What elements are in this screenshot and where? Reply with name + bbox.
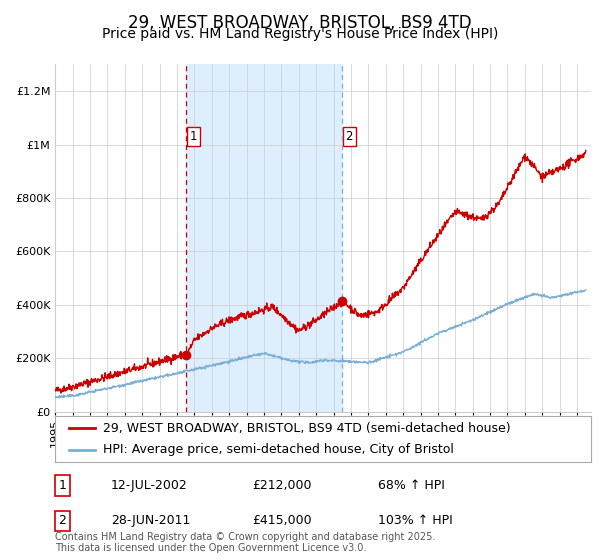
Text: 103% ↑ HPI: 103% ↑ HPI xyxy=(378,514,453,528)
Text: Price paid vs. HM Land Registry's House Price Index (HPI): Price paid vs. HM Land Registry's House … xyxy=(102,27,498,41)
Text: 29, WEST BROADWAY, BRISTOL, BS9 4TD: 29, WEST BROADWAY, BRISTOL, BS9 4TD xyxy=(128,14,472,32)
Text: 12-JUL-2002: 12-JUL-2002 xyxy=(111,479,188,492)
Text: Contains HM Land Registry data © Crown copyright and database right 2025.
This d: Contains HM Land Registry data © Crown c… xyxy=(55,531,436,553)
Text: HPI: Average price, semi-detached house, City of Bristol: HPI: Average price, semi-detached house,… xyxy=(103,443,454,456)
Text: 29, WEST BROADWAY, BRISTOL, BS9 4TD (semi-detached house): 29, WEST BROADWAY, BRISTOL, BS9 4TD (sem… xyxy=(103,422,511,435)
Text: 1: 1 xyxy=(190,130,197,143)
Text: £415,000: £415,000 xyxy=(252,514,311,528)
Text: 68% ↑ HPI: 68% ↑ HPI xyxy=(378,479,445,492)
Text: 28-JUN-2011: 28-JUN-2011 xyxy=(111,514,190,528)
Text: 2: 2 xyxy=(346,130,353,143)
Bar xyxy=(187,64,342,412)
Text: 2: 2 xyxy=(58,514,67,528)
Text: 1: 1 xyxy=(58,479,67,492)
Text: £212,000: £212,000 xyxy=(252,479,311,492)
